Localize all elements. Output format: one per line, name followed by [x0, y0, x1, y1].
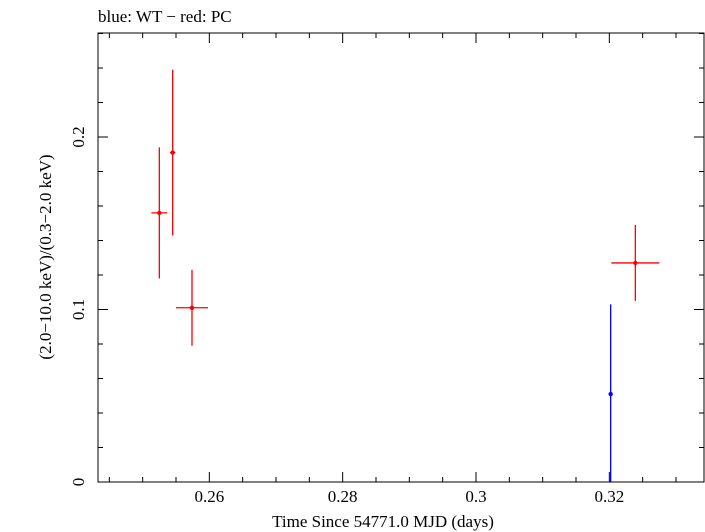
data-point — [170, 150, 175, 155]
x-tick-label: 0.32 — [594, 487, 624, 506]
data-point — [189, 305, 195, 310]
data-point — [608, 391, 613, 397]
y-tick-label: 0.2 — [69, 126, 88, 147]
series-wt — [608, 304, 613, 482]
x-axis-label: Time Since 54771.0 MJD (days) — [272, 512, 494, 531]
data-marks — [151, 69, 660, 482]
x-tick-label: 0.28 — [328, 487, 358, 506]
x-tick-label: 0.26 — [194, 487, 224, 506]
series-pc — [151, 69, 660, 346]
y-axis-label: (2.0−10.0 keV)/(0.3−2.0 keV) — [36, 154, 55, 359]
y-tick-label: 0 — [69, 478, 88, 487]
chart-title: blue: WT − red: PC — [98, 7, 232, 26]
plot-frame — [97, 32, 705, 483]
x-tick-label: 0.3 — [465, 487, 486, 506]
data-point — [157, 210, 162, 216]
data-point — [633, 260, 638, 266]
y-tick-label: 0.1 — [69, 299, 88, 320]
axis-ticks: 0.26 0.28 0.3 0.32 0 0.1 0.2 — [69, 33, 704, 506]
